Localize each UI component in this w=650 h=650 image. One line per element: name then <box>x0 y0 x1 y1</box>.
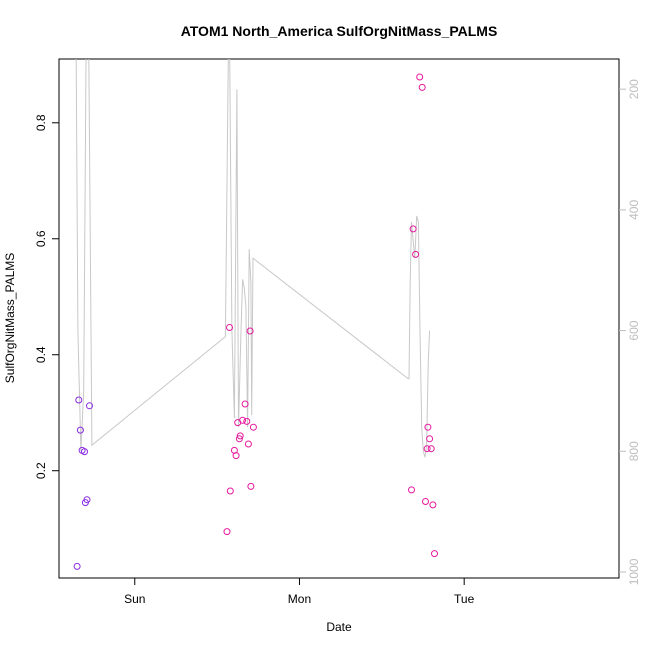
data-point <box>235 435 243 443</box>
data-point <box>423 445 431 453</box>
data-point <box>426 435 434 443</box>
data-point <box>226 487 234 495</box>
y-left-tick-label: 0.2 <box>34 462 48 479</box>
x-tick-label: Tue <box>454 592 475 606</box>
y-axis-left: 0.2 0.4 0.6 0.8 <box>34 114 59 479</box>
data-point <box>81 448 88 456</box>
x-tick-label: Sun <box>124 592 145 606</box>
data-point <box>239 416 247 424</box>
data-point <box>83 496 91 504</box>
data-point <box>412 250 420 258</box>
y-left-tick-label: 0.6 <box>34 230 48 247</box>
data-point <box>223 528 231 536</box>
data-point <box>86 402 93 410</box>
data-point <box>249 423 257 431</box>
altitude-line <box>75 59 431 458</box>
y-right-tick-label: 800 <box>627 441 641 461</box>
y-axis-right: 200 400 600 800 1000 <box>619 79 641 585</box>
data-point <box>431 550 438 558</box>
data-point <box>424 423 432 431</box>
data-point <box>408 486 415 494</box>
data-point <box>247 482 255 490</box>
data-point <box>416 73 424 81</box>
data-point <box>409 225 417 233</box>
x-tick-label: Mon <box>288 592 311 606</box>
data-point <box>241 400 249 408</box>
y-right-tick-label: 1000 <box>627 558 641 585</box>
data-point <box>427 445 435 453</box>
y-left-tick-label: 0.4 <box>34 346 48 363</box>
data-point <box>236 432 244 440</box>
y-right-tick-label: 400 <box>627 200 641 220</box>
data-point <box>226 324 233 331</box>
data-point <box>232 452 240 460</box>
y-right-tick-label: 200 <box>627 79 641 99</box>
data-point <box>429 501 437 509</box>
data-point <box>76 426 84 434</box>
data-point <box>422 498 429 505</box>
y-axis-label: SulfOrgNitMass_PALMS <box>3 253 17 383</box>
data-point <box>244 440 252 448</box>
points-layer <box>73 73 438 570</box>
plot-frame <box>58 58 620 579</box>
y-left-tick-label: 0.8 <box>34 114 48 131</box>
data-point <box>246 327 254 335</box>
data-point <box>73 562 81 570</box>
data-point <box>418 83 426 91</box>
x-axis-label: Date <box>326 620 352 634</box>
chart-title: ATOM1 North_America SulfOrgNitMass_PALMS <box>181 23 498 39</box>
data-point <box>243 417 251 425</box>
altitude-line-layer <box>75 59 431 458</box>
y-right-tick-label: 600 <box>627 320 641 340</box>
data-point <box>75 396 83 404</box>
x-axis: Sun Mon Tue <box>124 578 475 606</box>
